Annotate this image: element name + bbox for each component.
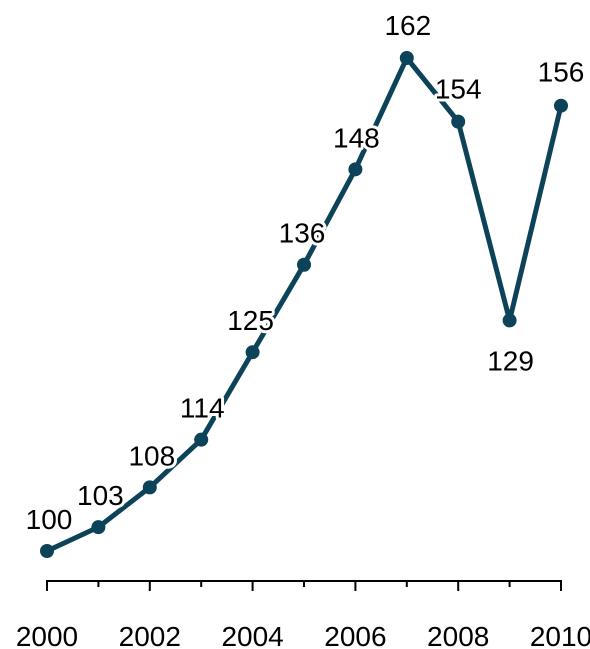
x-tick-label: 2008 — [427, 621, 489, 649]
data-point — [554, 98, 568, 113]
data-point — [40, 544, 54, 558]
data-point — [451, 114, 466, 129]
data-label: 103 — [77, 480, 124, 511]
data-label: 148 — [333, 122, 380, 153]
x-tick-label: 2002 — [119, 621, 181, 649]
data-point — [245, 345, 260, 360]
data-label: 156 — [538, 57, 585, 88]
data-point — [348, 162, 363, 177]
x-tick-label: 2000 — [16, 621, 78, 649]
data-point — [502, 313, 517, 328]
x-tick-label: 2010 — [530, 621, 590, 649]
x-tick-labels-layer: 2000 2002 2004 2006 2008 2010 — [16, 621, 590, 649]
x-tick-label: 2006 — [324, 621, 386, 649]
points-layer — [40, 51, 568, 558]
data-point — [399, 51, 414, 65]
data-point — [142, 480, 157, 495]
data-label: 162 — [384, 10, 431, 41]
x-tick-label: 2004 — [221, 621, 283, 649]
data-label: 108 — [128, 440, 175, 471]
axis-layer — [46, 580, 562, 591]
data-point — [194, 432, 209, 447]
data-label: 114 — [180, 393, 225, 424]
data-label: 100 — [26, 504, 73, 535]
data-point — [297, 257, 311, 272]
data-label: 125 — [227, 305, 274, 336]
series-layer — [44, 55, 564, 554]
data-label: 154 — [435, 74, 482, 105]
data-point — [91, 520, 106, 535]
series-line — [44, 55, 564, 554]
data-label: 136 — [279, 218, 326, 249]
data-label: 129 — [487, 345, 534, 376]
